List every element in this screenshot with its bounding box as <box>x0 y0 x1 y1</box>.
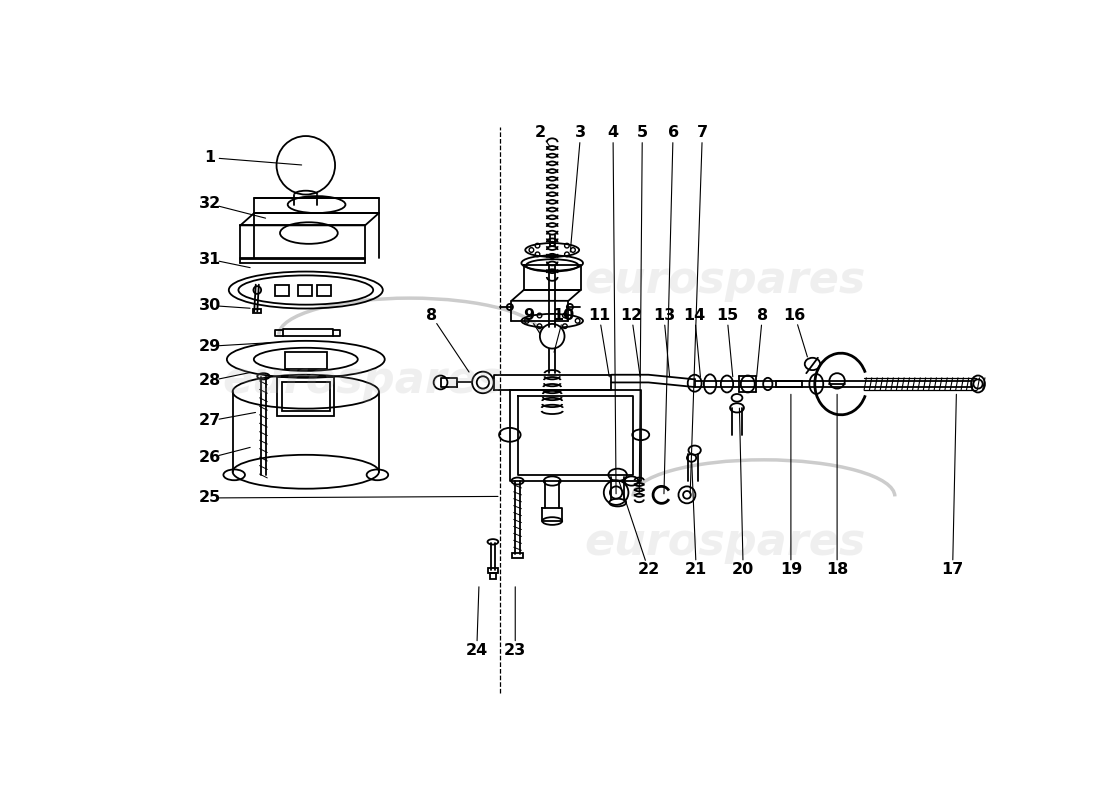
Text: 14: 14 <box>683 308 706 323</box>
Text: 7: 7 <box>696 126 708 141</box>
Bar <box>513 553 522 558</box>
Text: 8: 8 <box>757 308 768 323</box>
Circle shape <box>540 324 564 349</box>
Text: 8: 8 <box>426 308 437 323</box>
Text: 20: 20 <box>732 562 755 577</box>
Text: 25: 25 <box>198 490 221 506</box>
Text: 18: 18 <box>826 562 848 577</box>
Text: 6: 6 <box>668 126 679 141</box>
Text: 13: 13 <box>652 308 675 323</box>
Bar <box>285 352 327 369</box>
Text: 4: 4 <box>607 126 618 141</box>
Text: eurospares: eurospares <box>223 359 504 402</box>
Text: 3: 3 <box>575 126 586 141</box>
Text: 19: 19 <box>780 562 802 577</box>
Text: 31: 31 <box>198 252 221 266</box>
Bar <box>282 382 330 411</box>
Text: 30: 30 <box>198 298 221 313</box>
Bar <box>253 310 261 313</box>
Text: 10: 10 <box>552 308 575 323</box>
Text: 27: 27 <box>198 414 221 429</box>
Text: 29: 29 <box>198 338 221 354</box>
Bar <box>275 286 289 296</box>
Bar <box>490 573 496 578</box>
Text: 12: 12 <box>620 308 642 323</box>
Text: eurospares: eurospares <box>585 521 866 564</box>
Text: 5: 5 <box>637 126 648 141</box>
Text: 17: 17 <box>942 562 964 577</box>
Text: eurospares: eurospares <box>585 259 866 302</box>
Text: 28: 28 <box>198 374 221 388</box>
Text: 32: 32 <box>198 196 221 211</box>
Text: 9: 9 <box>522 308 534 323</box>
Text: 21: 21 <box>685 562 707 577</box>
Text: 26: 26 <box>198 450 221 466</box>
Text: 23: 23 <box>504 643 527 658</box>
Text: 2: 2 <box>535 126 547 141</box>
Text: 11: 11 <box>588 308 610 323</box>
Text: 16: 16 <box>783 308 806 323</box>
Bar <box>277 377 334 415</box>
Text: 1: 1 <box>204 150 216 165</box>
Bar <box>318 286 331 296</box>
Text: 15: 15 <box>716 308 738 323</box>
Text: 22: 22 <box>637 562 660 577</box>
Bar <box>298 286 312 296</box>
Text: 24: 24 <box>465 643 488 658</box>
Bar <box>487 568 498 574</box>
